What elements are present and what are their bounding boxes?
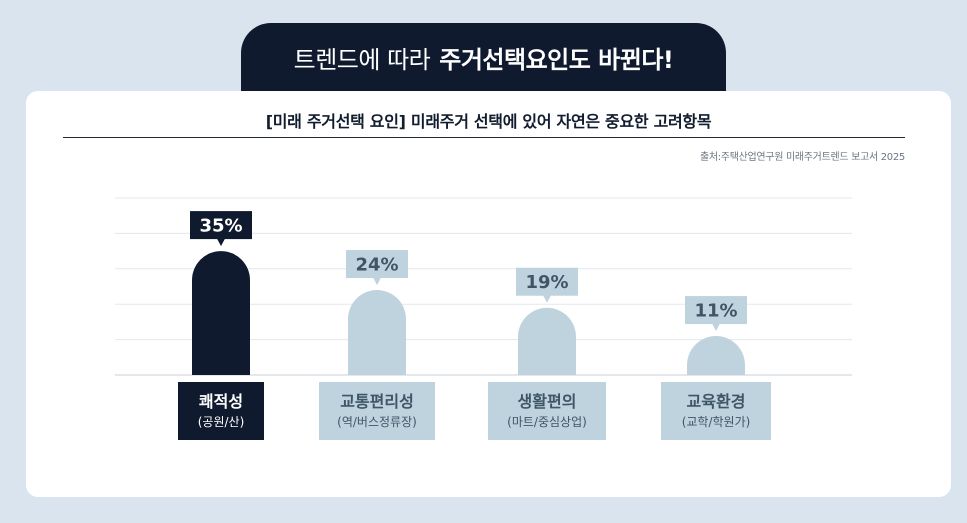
value-label-pointer — [373, 277, 381, 286]
category-name: 생활편의 — [517, 392, 577, 411]
category-label: 교통편리성 (역/버스정류장) — [319, 382, 435, 440]
category-label: 교육환경 (교학/학원가) — [661, 382, 771, 440]
bar — [192, 251, 250, 375]
bar-chart: 35% 24% 19% 11% — [115, 197, 852, 376]
category-subtext: (공원/산) — [197, 415, 245, 429]
chart-title: [미래 주거선택 요인] 미래주거 선택에 있어 자연은 중요한 고려항목 — [265, 112, 712, 131]
value-label-box — [685, 296, 747, 325]
category-name: 쾌적성 — [198, 392, 244, 411]
category-name: 교육환경 — [686, 392, 746, 411]
value-label-box — [190, 211, 252, 240]
chart-card: [미래 주거선택 요인] 미래주거 선택에 있어 자연은 중요한 고려항목 출처… — [26, 91, 951, 497]
value-label-box — [516, 267, 578, 296]
value-label: 35% — [199, 216, 242, 237]
value-label-pointer — [543, 295, 551, 303]
source-note: 출처:주택산업연구원 미래주거트렌드 보고서 2025 — [699, 152, 905, 163]
value-label: 19% — [525, 272, 568, 293]
bar — [348, 290, 406, 375]
banner-title: 트렌드에 따라 주거선택요인도 바뀐다! — [241, 23, 726, 95]
value-label: 24% — [355, 255, 398, 276]
category-subtext: (교학/학원가) — [681, 415, 751, 429]
value-label: 11% — [694, 301, 737, 322]
banner-title-bold: 주거선택요인도 바뀐다! — [439, 45, 674, 74]
banner-title-light: 트렌드에 따라 — [293, 45, 431, 74]
category-name: 교통편리성 — [340, 392, 414, 411]
bar — [518, 307, 576, 375]
value-label-pointer — [712, 323, 720, 332]
category-subtext: (마트/중심상업) — [507, 415, 587, 429]
category-label: 생활편의 (마트/중심상업) — [488, 382, 606, 440]
category-label: 쾌적성 (공원/산) — [178, 382, 264, 440]
value-label-pointer — [217, 238, 225, 247]
title-divider — [63, 137, 905, 138]
category-subtext: (역/버스정류장) — [337, 415, 417, 429]
bar — [687, 336, 745, 375]
value-label-box — [346, 250, 408, 279]
